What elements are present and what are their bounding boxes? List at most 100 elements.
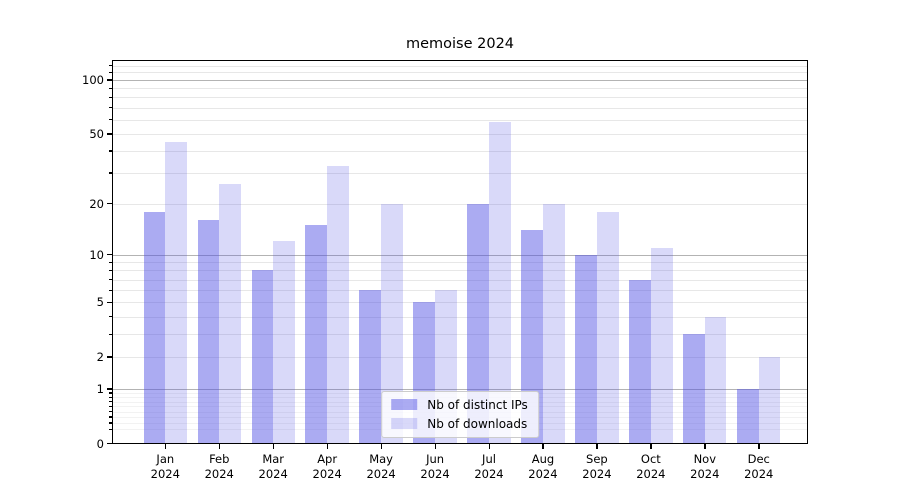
- bar-distinct-ips-mar: [251, 270, 274, 444]
- gridline-minor: [112, 316, 808, 318]
- bar-distinct-ips-apr: [305, 225, 328, 444]
- bar-distinct-ips-sep: [575, 254, 597, 444]
- x-tick-year: 2024: [204, 466, 234, 481]
- x-tick-label: Mar 2024: [238, 452, 308, 482]
- bar-distinct-ips-feb: [197, 220, 220, 444]
- x-tick-year: 2024: [690, 466, 720, 481]
- x-tick-mark: [434, 443, 436, 449]
- gridline-minor: [112, 107, 808, 109]
- bar-distinct-ips-dec: [737, 388, 759, 444]
- x-tick-label: Oct 2024: [616, 452, 686, 482]
- x-tick-mark: [650, 443, 652, 449]
- y-tick-label: 0: [96, 436, 104, 451]
- y-tick-mark: [107, 388, 112, 390]
- x-tick-year: 2024: [582, 466, 612, 481]
- x-tick-mark: [488, 443, 490, 449]
- gridline-major: [112, 79, 808, 81]
- y-tick-label: 2: [96, 349, 104, 364]
- x-tick-year: 2024: [474, 466, 504, 481]
- legend-swatch-distinct-ips: [391, 399, 418, 410]
- gridline-minor: [112, 203, 808, 205]
- x-tick-mark: [704, 443, 706, 449]
- y-minor-tick-mark: [109, 172, 112, 174]
- y-tick-mark: [107, 79, 112, 81]
- y-tick-mark: [107, 356, 112, 358]
- x-tick-month: May: [369, 451, 393, 466]
- legend: Nb of distinct IPs Nb of downloads: [381, 390, 539, 438]
- bar-distinct-ips-may: [359, 290, 382, 444]
- gridline-minor: [112, 290, 808, 292]
- bar-distinct-ips-aug: [521, 230, 543, 444]
- x-tick-year: 2024: [366, 466, 396, 481]
- bar-downloads-apr: [327, 165, 349, 444]
- legend-label-distinct-ips: Nb of distinct IPs: [427, 397, 528, 412]
- x-tick-month: Oct: [640, 451, 661, 466]
- x-tick-label: Apr 2024: [292, 452, 362, 482]
- bar-distinct-ips-nov: [683, 334, 705, 444]
- y-tick-mark: [107, 133, 112, 135]
- x-tick-month: Aug: [531, 451, 555, 466]
- x-tick-year: 2024: [258, 466, 288, 481]
- y-minor-tick-mark: [109, 150, 112, 152]
- gridline-minor: [112, 150, 808, 152]
- bar-downloads-sep: [596, 211, 619, 444]
- y-minor-tick-mark: [109, 316, 112, 318]
- x-tick-year: 2024: [744, 466, 774, 481]
- gridline-minor: [112, 97, 808, 99]
- y-tick-label: 50: [89, 126, 104, 141]
- x-tick-month: Apr: [317, 451, 338, 466]
- bar-downloads-dec: [758, 356, 781, 444]
- y-minor-tick-mark: [109, 269, 112, 272]
- gridline-major: [112, 388, 808, 390]
- gridline-minor: [112, 119, 808, 121]
- y-minor-tick-mark: [109, 396, 112, 398]
- legend-swatch-downloads: [391, 418, 418, 429]
- gridline-minor: [112, 172, 808, 174]
- y-minor-tick-mark: [109, 279, 112, 281]
- y-minor-tick-mark: [109, 289, 112, 291]
- gridline-minor: [112, 302, 808, 304]
- y-tick-mark: [107, 443, 112, 445]
- gridline-minor: [112, 88, 808, 90]
- x-tick-mark: [218, 443, 221, 449]
- x-tick-month: Nov: [693, 451, 717, 466]
- y-minor-tick-mark: [109, 107, 112, 109]
- gridline-minor: [112, 270, 808, 272]
- x-tick-label: Jul 2024: [454, 452, 524, 482]
- x-tick-month: Jul: [482, 451, 496, 466]
- x-tick-mark: [758, 443, 760, 449]
- bar-downloads-oct: [650, 247, 673, 444]
- x-tick-month: Mar: [262, 451, 285, 466]
- bar-downloads-nov: [704, 316, 727, 444]
- x-tick-label: Aug 2024: [508, 452, 578, 482]
- x-tick-label: Nov 2024: [670, 452, 740, 482]
- bar-downloads-aug: [542, 203, 565, 444]
- x-tick-mark: [380, 443, 382, 449]
- y-minor-tick-mark: [109, 87, 112, 89]
- plot-area: Nb of distinct IPs Nb of downloads: [112, 60, 808, 444]
- x-tick-month: Dec: [747, 451, 770, 466]
- legend-label-downloads: Nb of downloads: [427, 416, 528, 431]
- y-tick-label: 1: [96, 381, 104, 396]
- bar-distinct-ips-jul: [467, 203, 489, 444]
- y-tick-mark: [107, 254, 112, 256]
- y-tick-label: 5: [96, 295, 104, 310]
- x-tick-year: 2024: [312, 466, 342, 481]
- x-tick-year: 2024: [150, 466, 180, 481]
- gridline-minor: [112, 334, 808, 336]
- x-tick-label: Dec 2024: [724, 452, 794, 482]
- x-tick-mark: [596, 443, 598, 449]
- y-minor-tick-mark: [109, 333, 112, 336]
- gridline-minor: [112, 133, 808, 135]
- x-tick-label: May 2024: [346, 452, 416, 482]
- bar-downloads-may: [381, 203, 403, 444]
- bar-downloads-mar: [273, 241, 295, 444]
- y-tick-mark: [107, 203, 112, 205]
- x-tick-label: Feb 2024: [184, 452, 254, 482]
- x-tick-month: Jan: [156, 451, 175, 466]
- y-minor-tick-mark: [109, 261, 112, 263]
- bar-downloads-jan: [165, 141, 187, 444]
- y-minor-tick-mark: [109, 411, 112, 413]
- y-minor-tick-mark: [109, 392, 112, 394]
- y-tick-label: 100: [82, 72, 104, 87]
